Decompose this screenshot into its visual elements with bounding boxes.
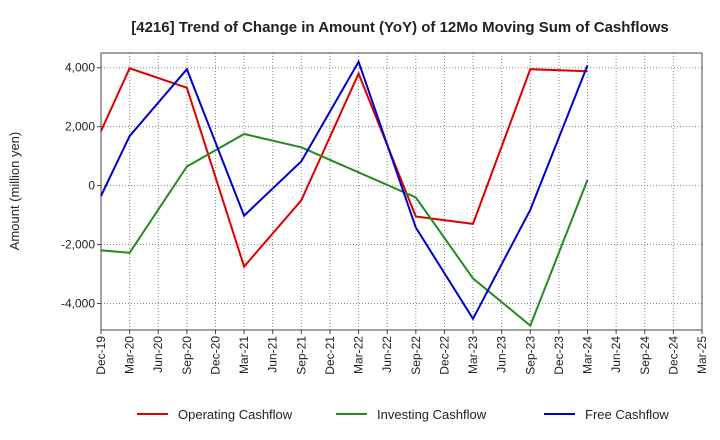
y-tick-label: 4,000: [65, 61, 95, 75]
x-tick-label: Dec-19: [94, 336, 108, 375]
legend-label-investing-cashflow: Investing Cashflow: [377, 407, 487, 422]
x-tick-label: Mar-20: [123, 336, 137, 374]
x-tick-label: Jun-21: [266, 336, 280, 373]
x-tick-label: Sep-20: [180, 336, 194, 375]
y-tick-label: 0: [88, 179, 95, 193]
x-tick-label: Mar-22: [352, 336, 366, 374]
x-tick-label: Dec-24: [666, 336, 680, 375]
x-tick-label: Sep-23: [523, 336, 537, 375]
free-cashflow-line: [100, 59, 589, 321]
x-tick-label: Mar-21: [237, 336, 251, 374]
x-tick-label: Sep-24: [638, 336, 652, 375]
gridlines: [100, 53, 703, 330]
legend-label-free-cashflow: Free Cashflow: [585, 407, 669, 422]
y-axis-label: Amount (million yen): [7, 132, 22, 251]
axes: 4,000 2,000 0 -2,000 -4,000 Dec-19 Mar-20 Jun-2…: [61, 52, 709, 375]
x-tick-label: Mar-24: [581, 336, 595, 374]
x-tick-label: Jun-24: [609, 336, 623, 373]
legend-label-operating-cashflow: Operating Cashflow: [178, 407, 293, 422]
x-tick-label: Dec-23: [552, 336, 566, 375]
plot-frame: [100, 52, 703, 331]
x-tick-label: Sep-22: [409, 336, 423, 375]
y-tick-label: 2,000: [65, 120, 95, 134]
series-lines: [100, 59, 589, 328]
x-tick-label: Jun-20: [151, 336, 165, 373]
x-tick-label: Dec-20: [208, 336, 222, 375]
y-tick-label: -4,000: [61, 296, 95, 310]
x-tick-label: Mar-23: [466, 336, 480, 374]
x-tick-label: Sep-21: [294, 336, 308, 375]
legend: Operating Cashflow Investing Cashflow Free…: [137, 407, 669, 422]
operating-cashflow-line: [100, 67, 588, 269]
x-tick-label: Jun-22: [380, 336, 394, 373]
x-tick-label: Dec-21: [323, 336, 337, 375]
chart-title: [4216] Trend of Change in Amount (YoY) o…: [131, 19, 669, 36]
x-tick-label: Jun-23: [495, 336, 509, 373]
y-tick-label: -2,000: [61, 238, 95, 252]
x-tick-label: Mar-25: [695, 336, 709, 374]
investing-cashflow-line: [100, 132, 589, 328]
x-tick-label: Dec-22: [437, 336, 451, 375]
